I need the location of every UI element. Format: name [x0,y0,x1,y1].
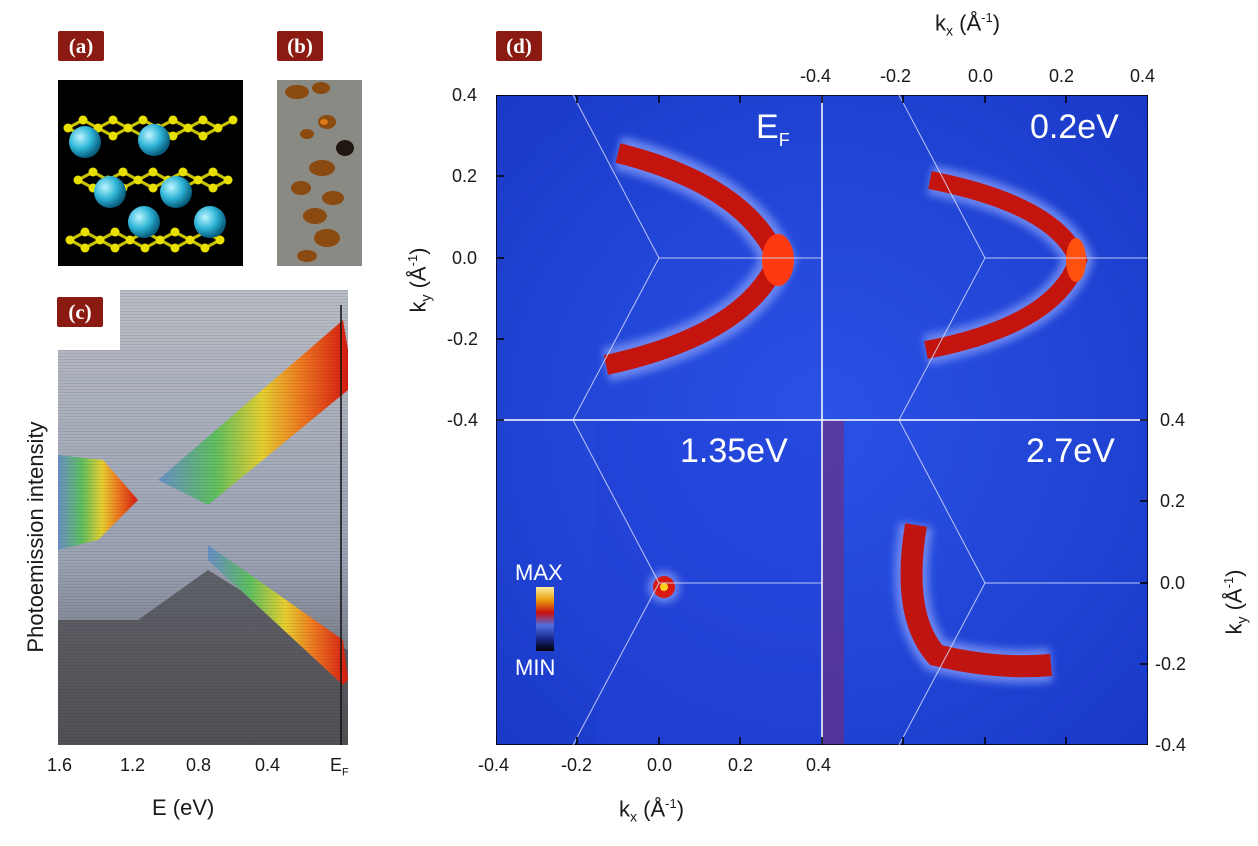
colorbar [536,587,554,651]
map-label-0-2ev: 0.2eV [1030,108,1119,146]
panel-c-xlabel: E (eV) [152,795,215,820]
map-label-2-7ev: 2.7eV [1026,432,1115,470]
top-tick-1: -0.4 [800,66,832,86]
panel-c-ylabel: Photoemission intensity [23,421,48,653]
bottom-tick-4: 0.2 [728,755,754,775]
constant-energy-maps [496,95,1148,745]
bottom-tick-5: 0.4 [806,755,832,775]
left-tick-2: 0.2 [452,166,478,186]
left-tick-3: 0.0 [452,248,478,268]
colorbar-max-label: MAX [515,560,563,585]
bottom-tick-2: -0.2 [561,755,593,775]
right-tick-4: -0.2 [1155,654,1187,674]
panel-c-xtick-1: 1.6 [47,755,73,775]
map-label-ef: EF [756,108,790,150]
top-tick-3: 0.0 [968,66,994,86]
panel-c-xtick-3: 0.8 [186,755,212,775]
map-label-1-35ev: 1.35eV [680,432,788,470]
panel-c-xtick-4: 0.4 [255,755,281,775]
bottom-tick-3: 0.0 [647,755,673,775]
right-tick-2: 0.2 [1160,491,1186,511]
edc-waterfall-plot [58,290,348,745]
left-axis-label: ky (Å-1) [405,247,434,313]
colorbar-min-label: MIN [515,655,556,680]
panel-label-d: (d) [496,31,542,61]
panel-label-b: (b) [277,31,323,61]
panel-c-xtick-2: 1.2 [120,755,146,775]
crystal-structure-image [58,80,243,266]
right-tick-3: 0.0 [1160,573,1186,593]
right-tick-5: -0.4 [1155,735,1187,755]
panel-label-a: (a) [58,31,104,61]
right-axis-label: ky (Å-1) [1221,569,1250,635]
top-tick-2: -0.2 [880,66,912,86]
top-tick-5: 0.4 [1130,66,1156,86]
panel-c-xtick-ef: EF [330,755,349,779]
panel-label-c: (c) [57,297,103,327]
top-axis-label: kx (Å-1) [935,10,1001,39]
bottom-axis-label: kx (Å-1) [619,796,685,825]
sample-photo-image [277,80,362,266]
right-tick-1: 0.4 [1160,410,1186,430]
left-tick-5: -0.4 [447,410,479,430]
left-tick-4: -0.2 [447,329,479,349]
bottom-tick-1: -0.4 [478,755,510,775]
top-tick-4: 0.2 [1049,66,1075,86]
left-tick-1: 0.4 [452,85,478,105]
